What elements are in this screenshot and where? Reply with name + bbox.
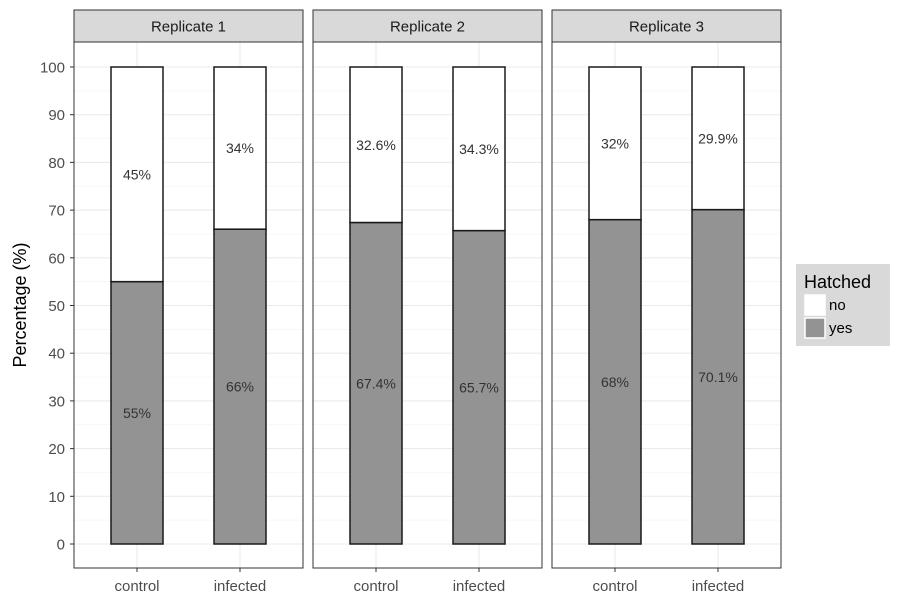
bar-data-label: 66%: [226, 379, 254, 395]
bar-segment-yes: [452, 229, 506, 545]
x-tick-label: infected: [453, 578, 506, 595]
bar-segment-no: [588, 66, 642, 221]
facet-strip: [73, 9, 304, 43]
bar-segment-yes: [691, 208, 745, 545]
bar-segment-no: [452, 66, 506, 232]
legend: Hatched no yes: [796, 264, 890, 346]
bar-segment-no: [110, 66, 164, 283]
bar-data-label: 29.9%: [698, 130, 738, 146]
facet-strip-label: Replicate 3: [629, 19, 704, 36]
bar-data-label: 34%: [226, 140, 254, 156]
bar-data-label: 65.7%: [459, 379, 499, 395]
bar-segment-yes: [213, 228, 267, 545]
x-tick-label: control: [353, 578, 398, 595]
facet-panel: 67.4% 32.6% control 65.7% 34.3% infected Repli…: [312, 9, 543, 595]
y-tick-label: 50: [48, 298, 65, 315]
facet-strip: [551, 9, 782, 43]
bar-data-label: 70.1%: [698, 369, 738, 385]
bar-segment-no: [213, 66, 267, 230]
bar-data-label: 32.6%: [356, 137, 396, 153]
x-tick-label: infected: [214, 578, 267, 595]
bar-segment-yes: [588, 218, 642, 545]
legend-key-yes: [804, 317, 826, 339]
y-tick-label: 20: [48, 441, 65, 458]
bar-data-label: 32%: [601, 135, 629, 151]
y-tick-label: 40: [48, 346, 65, 363]
facet-strip: [312, 9, 543, 43]
legend-entry-label: no: [829, 297, 846, 314]
y-tick-label: 90: [48, 107, 65, 124]
legend-entry-label: yes: [829, 320, 852, 337]
legend-key-no: [804, 294, 826, 316]
y-tick-label: 100: [40, 60, 65, 77]
facet-panels: 55% 45% control 66% 34% infected Replicate 1 67…: [73, 9, 782, 595]
y-tick-label: 60: [48, 250, 65, 267]
bar-data-label: 34.3%: [459, 141, 499, 157]
x-tick-label: control: [114, 578, 159, 595]
bar-data-label: 67.4%: [356, 375, 396, 391]
y-axis: 0 10 20 30 40 50 60 70 80 90 100: [40, 60, 74, 554]
legend-title: Hatched: [804, 272, 871, 292]
y-tick-label: 70: [48, 203, 65, 220]
bar-data-label: 55%: [123, 405, 151, 421]
bar-data-label: 68%: [601, 374, 629, 390]
bar-data-label: 45%: [123, 166, 151, 182]
facet-strip-label: Replicate 2: [390, 19, 465, 36]
x-tick-label: infected: [692, 578, 745, 595]
y-tick-label: 30: [48, 393, 65, 410]
bar-segment-yes: [349, 221, 403, 545]
bar-segment-yes: [110, 280, 164, 545]
y-axis-title: Percentage (%): [10, 242, 30, 367]
facet-panel: 68% 32% control 70.1% 29.9% infected Replicate…: [551, 9, 782, 595]
y-tick-label: 80: [48, 155, 65, 172]
x-tick-label: control: [592, 578, 637, 595]
facet-panel: 55% 45% control 66% 34% infected Replicate 1: [73, 9, 304, 595]
y-tick-label: 10: [48, 489, 65, 506]
bar-segment-no: [349, 66, 403, 224]
facet-strip-label: Replicate 1: [151, 19, 226, 36]
bar-segment-no: [691, 66, 745, 211]
y-tick-label: 0: [57, 537, 65, 554]
